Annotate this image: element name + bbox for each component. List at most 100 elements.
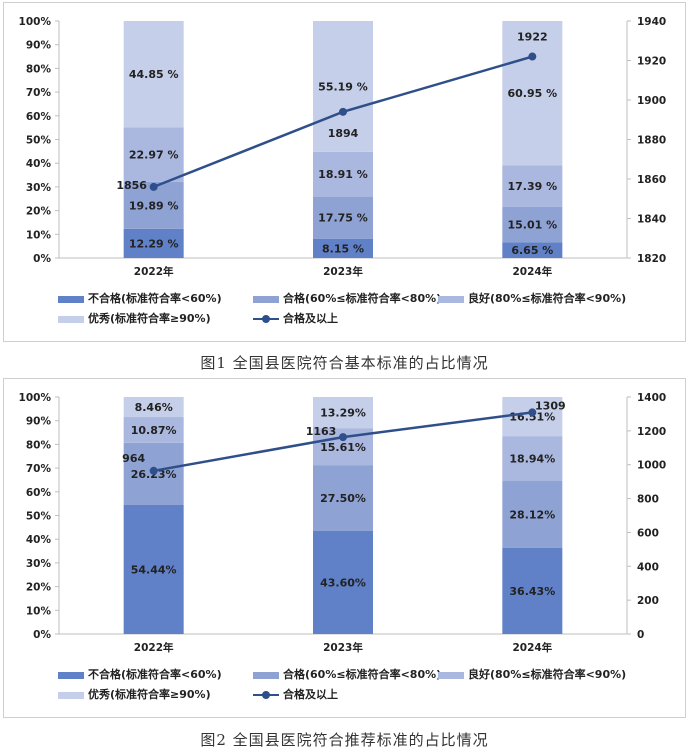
bar-segment-good [123, 127, 184, 182]
chart-caption-recommended: 图2 全国县医院符合推荐标准的占比情况 [200, 731, 489, 749]
chart-basic-standard: 0% 10% 20% 30% 40% 50% 60% 70% 80% 90% 100% 1820 184… [19, 16, 667, 278]
bar-segment-fail [502, 242, 563, 258]
bar-segment-good [313, 151, 373, 197]
line-point [339, 433, 347, 442]
legend-label-line: 合格及以上 [283, 312, 338, 325]
legend-swatch-qualified [253, 671, 279, 679]
legend-swatch-fail [58, 671, 84, 679]
y-left-tick-label: 50% [26, 135, 52, 147]
x-tick-label: 2024年 [512, 265, 552, 278]
y-right-tick-label: 1000 [637, 460, 666, 472]
y-left-tick-label: 90% [26, 40, 52, 52]
data-label-fail: 12.29 % [129, 237, 179, 250]
legend-item-excellent: 优秀(标准符合率≥90%) [58, 688, 211, 702]
bar-segment-qualified [313, 196, 373, 239]
legend-swatch-good [438, 295, 464, 303]
chart-panel-recommended-standard: 0% 10% 20% 30% 40% 50% 60% 70% 80% 90% 100% 0 200 400… [3, 378, 686, 718]
legend-item-line: 合格及以上 [253, 688, 338, 702]
data-label-good: 17.39 % [508, 180, 558, 193]
data-label-excellent: 55.19 % [318, 80, 368, 93]
chart-caption-basic: 图1 全国县医院符合基本标准的占比情况 [200, 354, 489, 372]
legend-item-line: 合格及以上 [253, 312, 338, 326]
data-label-excellent: 8.46% [135, 401, 173, 414]
y-left-tick-label: 0% [33, 253, 51, 265]
y-left-tick-label: 80% [26, 63, 52, 75]
x-tick-label: 2023年 [323, 265, 363, 278]
legend-item-qualified: 合格(60%≤标准符合率<80%) [253, 668, 441, 682]
bar-segment-excellent [123, 397, 184, 418]
data-label-excellent: 60.95 % [508, 87, 558, 100]
bar-segment-excellent [123, 21, 184, 128]
y-left-tick-label: 0% [33, 629, 51, 641]
y-left-tick-label: 90% [26, 416, 52, 428]
line-point [528, 408, 537, 417]
bar-segment-excellent [502, 397, 563, 437]
bar-segment-qualified [502, 481, 563, 548]
bar-segment-qualified [313, 465, 373, 531]
y-right-tick-label: 800 [637, 494, 659, 506]
legend-item-good: 良好(80%≤标准符合率<90%) [438, 292, 626, 306]
x-tick-label: 2023年 [323, 641, 363, 654]
line-point [339, 107, 347, 116]
chart-recommended-standard: 0% 10% 20% 30% 40% 50% 60% 70% 80% 90% 100% 0 200 400… [19, 392, 667, 654]
y-left-tick-label: 80% [26, 439, 52, 451]
bar-segment-excellent [502, 21, 563, 166]
legend-label-excellent: 优秀(标准符合率≥90%) [88, 312, 211, 325]
bar-segment-fail [123, 228, 184, 258]
x-tick-label: 2022年 [134, 641, 174, 654]
y-left-tick-label: 100% [19, 392, 52, 404]
legend-swatch-fail [58, 295, 84, 303]
line-point [149, 182, 158, 191]
legend-label-fail: 不合格(标准符合率<60%) [88, 668, 222, 681]
bar-segment-good [123, 417, 184, 443]
y-left-tick-label: 40% [26, 534, 52, 546]
legend-label-excellent: 优秀(标准符合率≥90%) [88, 688, 211, 701]
data-label-fail: 8.15 % [322, 242, 364, 255]
legend-item-fail: 不合格(标准符合率<60%) [58, 668, 222, 682]
x-tick-label: 2022年 [134, 265, 174, 278]
legend-swatch-good [438, 671, 464, 679]
y-left-tick-label: 30% [26, 558, 52, 570]
line-data-label: 964 [122, 452, 145, 465]
y-left-tick-label: 30% [26, 182, 52, 194]
y-left-tick-label: 40% [26, 158, 52, 170]
line-data-label: 1309 [535, 399, 566, 412]
y-right-tick-label: 600 [637, 527, 659, 539]
data-label-good: 22.97 % [129, 149, 179, 162]
bar-segment-fail [313, 530, 373, 634]
data-label-good: 18.91 % [318, 168, 368, 181]
data-label-good: 10.87% [131, 424, 177, 437]
y-left-tick-label: 50% [26, 511, 52, 523]
data-label-fail: 36.43% [509, 585, 555, 598]
y-right-tick-label: 1820 [637, 253, 666, 265]
chart-panel-basic-standard: 0% 10% 20% 30% 40% 50% 60% 70% 80% 90% 100% 1820 184… [3, 2, 686, 342]
line-point [149, 466, 158, 475]
y-right-tick-label: 200 [637, 595, 659, 607]
y-right-tick-label: 400 [637, 561, 659, 573]
data-label-good: 18.94% [509, 453, 555, 466]
data-label-fail: 54.44% [131, 563, 177, 576]
line-data-label: 1894 [328, 127, 359, 140]
legend-item-good: 良好(80%≤标准符合率<90%) [438, 668, 626, 682]
legend-label-good: 良好(80%≤标准符合率<90%) [468, 668, 627, 681]
y-left-tick-label: 10% [26, 605, 52, 617]
y-right-tick-label: 1920 [637, 56, 666, 68]
data-label-excellent: 13.29% [320, 407, 366, 420]
line-data-label: 1922 [517, 31, 548, 44]
legend-label-fail: 不合格(标准符合率<60%) [88, 292, 222, 305]
y-right-tick-label: 0 [637, 629, 644, 641]
data-label-qualified: 28.12% [509, 508, 555, 521]
legend-label-qualified: 合格(60%≤标准符合率<80%) [283, 668, 442, 681]
legend-swatch-qualified [253, 295, 279, 303]
bar-segment-qualified [502, 206, 563, 243]
y-left-tick-label: 60% [26, 487, 52, 499]
bar-segment-fail [502, 547, 563, 634]
line-data-label: 1163 [306, 425, 337, 438]
x-tick-label: 2024年 [512, 641, 552, 654]
legend-swatch-excellent [58, 315, 84, 323]
y-left-tick-label: 10% [26, 229, 52, 241]
legend-item-excellent: 优秀(标准符合率≥90%) [58, 312, 211, 326]
bar-segment-good [502, 436, 563, 482]
line-data-label: 1856 [116, 179, 147, 192]
legend-label-qualified: 合格(60%≤标准符合率<80%) [283, 292, 442, 305]
